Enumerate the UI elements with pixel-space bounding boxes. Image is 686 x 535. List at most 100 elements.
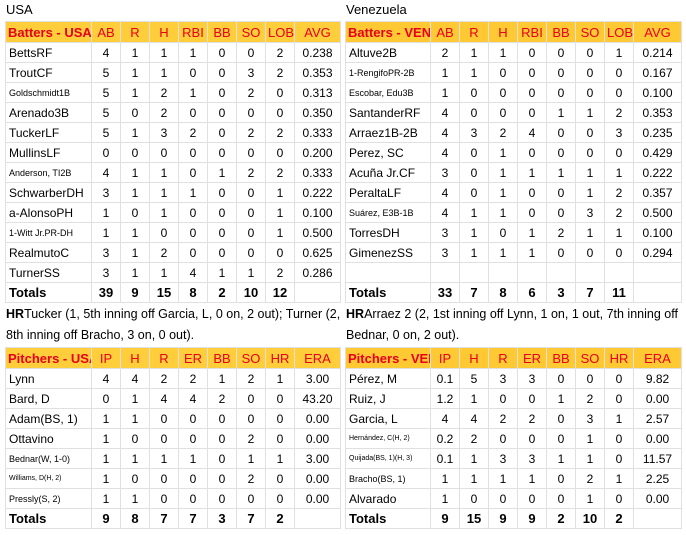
batter-row: SantanderRF 4 0 0 0 1 1 2 0.353 [345, 102, 682, 123]
batter-ab-cell: 3 [430, 222, 460, 243]
pitcher-so-cell: 2 [236, 468, 266, 489]
batter-row: Perez, SC 4 0 1 0 0 0 0 0.429 [345, 142, 682, 163]
batter-avg-cell: 0.222 [294, 182, 341, 203]
batter-bb-cell: 1 [207, 162, 237, 183]
column-header-ab: AB [430, 21, 460, 43]
column-header-bb: BB [207, 347, 237, 369]
batter-row: RealmutoC 3 1 2 0 0 0 0 0.625 [5, 242, 341, 263]
column-header-h: H [488, 21, 518, 43]
column-header-er: ER [517, 347, 547, 369]
batter-rbi-cell: 0 [517, 62, 547, 83]
batter-h-cell: 0 [488, 62, 518, 83]
batter-h-cell: 1 [149, 62, 179, 83]
batter-h-cell: 1 [149, 262, 179, 283]
batter-h-cell: 0 [149, 142, 179, 163]
pitcher-ip-cell: 1 [430, 468, 460, 489]
pitcher-name-cell: Bednar(W, 1-0) [5, 448, 92, 469]
team-title-usa: USA [6, 2, 33, 17]
batter-so-cell: 0 [236, 182, 266, 203]
empty-cell [459, 262, 489, 283]
batter-r-cell: 0 [120, 102, 150, 123]
batter-ab-cell: 4 [430, 142, 460, 163]
pitcher-h-cell: 1 [120, 448, 150, 469]
batter-h-cell: 1 [488, 142, 518, 163]
batter-row: PeraltaLF 4 0 1 0 0 1 2 0.357 [345, 182, 682, 203]
batter-row: TuckerLF 5 1 3 2 0 2 2 0.333 [5, 122, 341, 143]
pitcher-er-cell: 0 [178, 428, 208, 449]
batter-r-cell: 1 [459, 242, 489, 263]
batter-lob-cell: 2 [265, 42, 295, 63]
pitcher-er-cell: 0 [178, 408, 208, 429]
batter-avg-cell: 0.286 [294, 262, 341, 283]
pitcher-ip-cell: 1 [91, 448, 121, 469]
batter-lob-cell: 2 [604, 102, 634, 123]
totals-h-cell: 8 [120, 508, 150, 529]
batter-h-cell: 1 [149, 162, 179, 183]
pitcher-ip-cell: 0 [91, 388, 121, 409]
batter-avg-cell: 0.357 [633, 182, 682, 203]
pitcher-bb-cell: 0 [207, 408, 237, 429]
ven-home-runs: HRArraez 2 (2, 1st inning off Lynn, 1 on… [346, 304, 680, 346]
pitcher-bb-cell: 1 [546, 448, 576, 469]
batter-r-cell: 0 [459, 162, 489, 183]
batter-rbi-cell: 2 [178, 122, 208, 143]
pitcher-era-cell: 2.57 [633, 408, 682, 429]
usa-bat-totals-row: Totals 39 9 15 8 2 10 12 [5, 282, 341, 303]
empty-cell [488, 262, 518, 283]
usa-hr-label: HR [6, 307, 25, 321]
empty-cell [430, 262, 460, 283]
usa-pit-totals-row: Totals 9 8 7 7 3 7 2 [5, 508, 341, 529]
usa-bat-header-row: Batters - USA AB R H RBI BB SO LOB AVG [5, 21, 341, 43]
totals-r-cell: 7 [459, 282, 489, 303]
batter-r-cell: 1 [459, 62, 489, 83]
column-header-so: SO [575, 21, 605, 43]
column-header-era: ERA [633, 347, 682, 369]
totals-r-cell: 9 [120, 282, 150, 303]
pitcher-name-cell: Ruiz, J [345, 388, 431, 409]
totals-h-cell: 8 [488, 282, 518, 303]
batter-lob-cell: 0 [265, 242, 295, 263]
column-header-h: H [459, 347, 489, 369]
pitcher-r-cell: 3 [488, 368, 518, 389]
pitcher-row: Alvarado 1 0 0 0 0 1 0 0.00 [345, 488, 682, 509]
pitcher-r-cell: 0 [149, 428, 179, 449]
batter-lob-cell: 1 [604, 162, 634, 183]
totals-avg-cell [294, 282, 341, 303]
batter-lob-cell: 0 [604, 82, 634, 103]
pitcher-era-cell: 3.00 [294, 448, 341, 469]
pitcher-name-cell: Bard, D [5, 388, 92, 409]
batter-r-cell: 1 [120, 182, 150, 203]
batter-r-cell: 1 [120, 42, 150, 63]
totals-label-cell: Totals [5, 282, 92, 303]
totals-ip-cell: 9 [430, 508, 460, 529]
batter-so-cell: 0 [575, 42, 605, 63]
pitcher-era-cell: 0.00 [294, 488, 341, 509]
batter-rbi-cell: 0 [517, 42, 547, 63]
batter-h-cell: 1 [149, 42, 179, 63]
pitcher-name-cell: Ottavino [5, 428, 92, 449]
batter-r-cell: 1 [120, 62, 150, 83]
pitcher-ip-cell: 1 [430, 488, 460, 509]
pitcher-er-cell: 3 [517, 448, 547, 469]
batter-h-cell: 1 [149, 182, 179, 203]
batter-r-cell: 1 [120, 122, 150, 143]
pitcher-er-cell: 3 [517, 368, 547, 389]
pitcher-so-cell: 1 [575, 488, 605, 509]
batter-so-cell: 0 [575, 122, 605, 143]
batter-so-cell: 2 [236, 162, 266, 183]
pitcher-row: Ottavino 1 0 0 0 0 2 0 0.00 [5, 428, 341, 449]
batter-avg-cell: 0.313 [294, 82, 341, 103]
batter-r-cell: 0 [459, 102, 489, 123]
totals-label-cell: Totals [5, 508, 92, 529]
batter-lob-cell: 2 [265, 262, 295, 283]
pitcher-hr-cell: 0 [604, 448, 634, 469]
totals-bb-cell: 3 [546, 282, 576, 303]
pitcher-r-cell: 4 [149, 388, 179, 409]
batter-bb-cell: 0 [546, 142, 576, 163]
pitcher-h-cell: 0 [120, 428, 150, 449]
pitcher-so-cell: 2 [236, 368, 266, 389]
pitcher-hr-cell: 0 [604, 388, 634, 409]
pitcher-er-cell: 0 [517, 428, 547, 449]
batter-h-cell: 1 [488, 162, 518, 183]
batter-rbi-cell: 1 [178, 42, 208, 63]
